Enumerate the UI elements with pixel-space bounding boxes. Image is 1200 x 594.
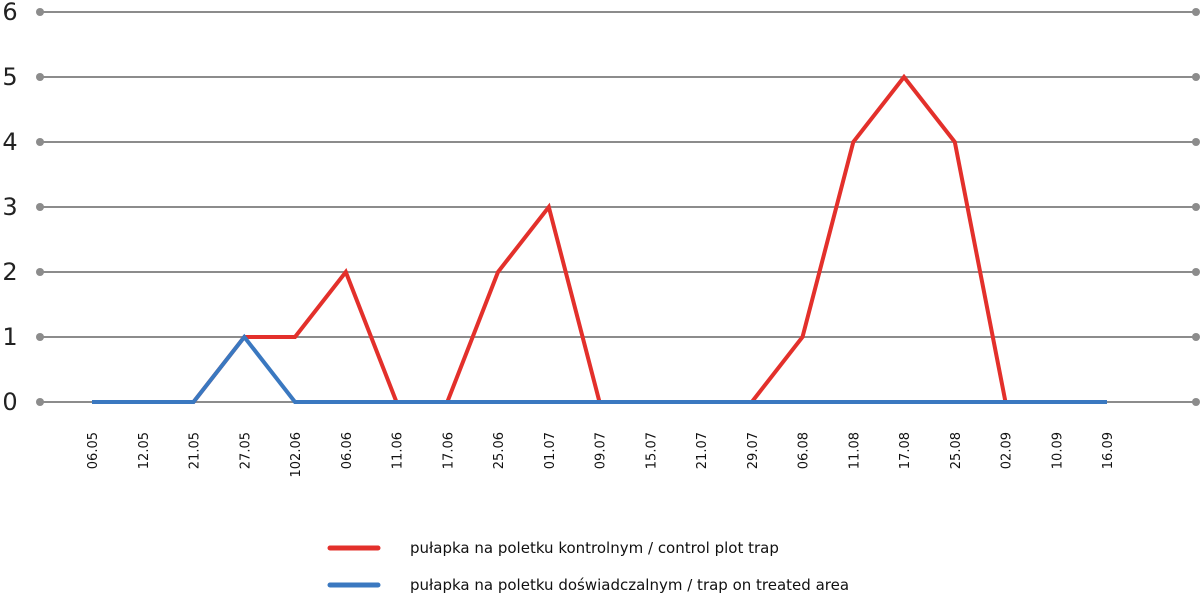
gridline-end-dot-2 bbox=[1192, 268, 1200, 276]
series-lines bbox=[92, 73, 1107, 404]
x-tick-label: 09.07 bbox=[594, 432, 609, 469]
y-tick-label: 1 bbox=[2, 323, 17, 351]
x-tick-label: 17.06 bbox=[441, 432, 456, 469]
y-tick-label: 5 bbox=[2, 63, 17, 91]
x-tick-label: 21.07 bbox=[695, 432, 710, 469]
x-tick-label: 02.09 bbox=[1000, 432, 1015, 469]
gridline-end-dot-3 bbox=[1192, 203, 1200, 211]
y-axis-ticks: 0 1 2 3 4 5 6 bbox=[2, 0, 17, 416]
y-tick-label: 4 bbox=[2, 128, 17, 156]
x-tick-label: 25.06 bbox=[492, 432, 507, 469]
x-tick-label: 25.08 bbox=[949, 432, 964, 469]
legend-label-control: pułapka na poletku kontrolnym / control … bbox=[410, 539, 779, 557]
gridline-start-dot-4 bbox=[36, 138, 44, 146]
gridline-end-dot-6 bbox=[1192, 8, 1200, 16]
x-tick-label: 102.06 bbox=[289, 432, 304, 478]
x-tick-label: 17.08 bbox=[898, 432, 913, 469]
gridlines bbox=[36, 8, 1200, 406]
x-tick-label: 16.09 bbox=[1101, 432, 1116, 469]
x-tick-label: 27.05 bbox=[238, 432, 253, 469]
x-tick-label: 11.08 bbox=[847, 432, 862, 469]
gridline-start-dot-0 bbox=[36, 398, 44, 406]
gridline-end-dot-5 bbox=[1192, 73, 1200, 81]
y-tick-label: 3 bbox=[2, 193, 17, 221]
gridline-start-dot-1 bbox=[36, 333, 44, 341]
x-tick-label: 15.07 bbox=[644, 432, 659, 469]
gridline-end-dot-4 bbox=[1192, 138, 1200, 146]
y-tick-label: 6 bbox=[2, 0, 17, 26]
gridline-start-dot-3 bbox=[36, 203, 44, 211]
gridline-end-dot-1 bbox=[1192, 333, 1200, 341]
x-tick-label: 21.05 bbox=[188, 432, 203, 469]
legend: pułapka na poletku kontrolnym / control … bbox=[327, 539, 849, 594]
gridline-start-dot-2 bbox=[36, 268, 44, 276]
series-line-control bbox=[92, 73, 1107, 404]
x-tick-label: 06.05 bbox=[86, 432, 101, 469]
x-tick-label: 11.06 bbox=[391, 432, 406, 469]
x-tick-label: 10.09 bbox=[1050, 432, 1065, 469]
x-tick-label: 06.06 bbox=[340, 432, 355, 469]
series-line-treated bbox=[92, 333, 1107, 404]
y-tick-label: 2 bbox=[2, 258, 17, 286]
gridline-start-dot-5 bbox=[36, 73, 44, 81]
x-tick-label: 29.07 bbox=[746, 432, 761, 469]
gridline-start-dot-6 bbox=[36, 8, 44, 16]
gridline-end-dot-0 bbox=[1192, 398, 1200, 406]
legend-label-treated: pułapka na poletku doświadczalnym / trap… bbox=[410, 576, 849, 594]
x-tick-label: 01.07 bbox=[543, 432, 558, 469]
x-tick-label: 06.08 bbox=[797, 432, 812, 469]
y-tick-label: 0 bbox=[2, 388, 17, 416]
x-tick-label: 12.05 bbox=[137, 432, 152, 469]
x-axis-ticks: 06.05 12.05 21.05 27.05 102.06 06.06 11.06 17.0… bbox=[86, 432, 1116, 478]
